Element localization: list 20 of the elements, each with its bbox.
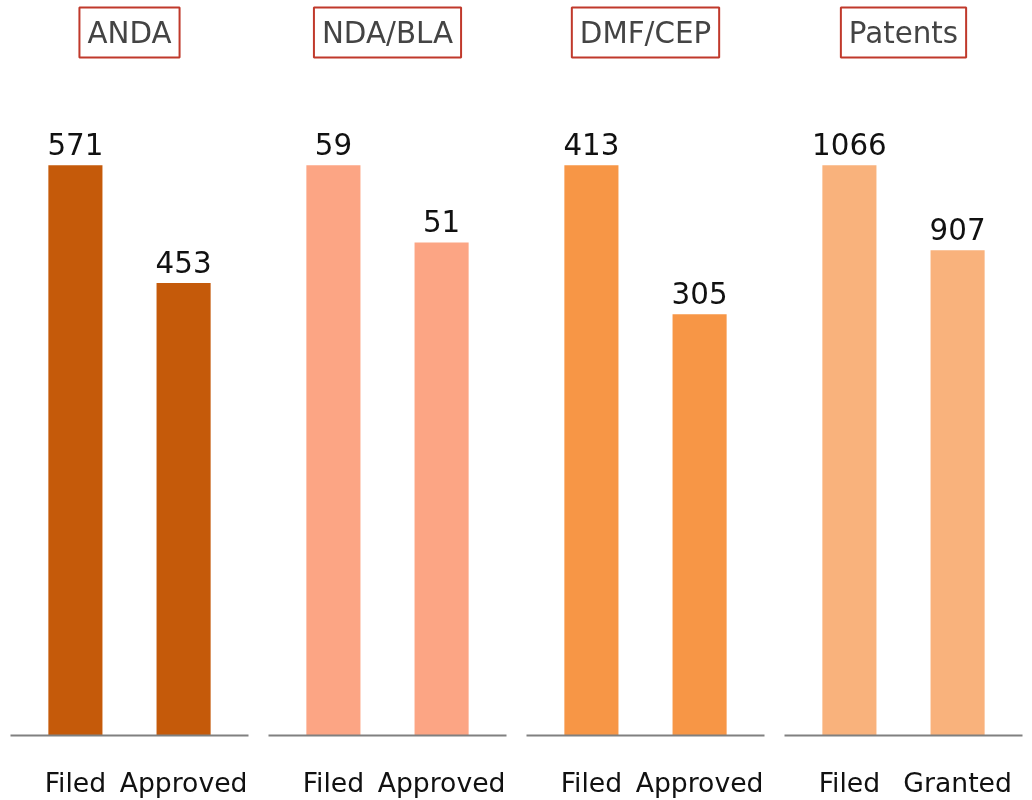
data-label: 907 <box>929 213 986 248</box>
data-label: 413 <box>563 128 620 163</box>
x-tick-label: Approved <box>119 766 248 798</box>
x-tick-label: Granted <box>903 766 1012 798</box>
data-label: 305 <box>671 277 728 312</box>
data-label: 1066 <box>812 128 887 163</box>
chart-title: ANDA <box>87 15 172 50</box>
x-tick-label: Filed <box>560 766 623 798</box>
chart-title: Patents <box>848 15 959 50</box>
x-tick-label: Approved <box>377 766 506 798</box>
x-tick-label: Approved <box>635 766 764 798</box>
chart-title: DMF/CEP <box>579 15 712 50</box>
data-label: 453 <box>155 246 212 281</box>
data-label: 51 <box>422 205 461 240</box>
chart-title: NDA/BLA <box>321 15 454 50</box>
x-tick-label: Filed <box>302 766 365 798</box>
x-tick-label: Filed <box>44 766 107 798</box>
data-label: 59 <box>314 128 353 163</box>
x-tick-label: Filed <box>818 766 881 798</box>
data-label: 571 <box>47 128 104 163</box>
